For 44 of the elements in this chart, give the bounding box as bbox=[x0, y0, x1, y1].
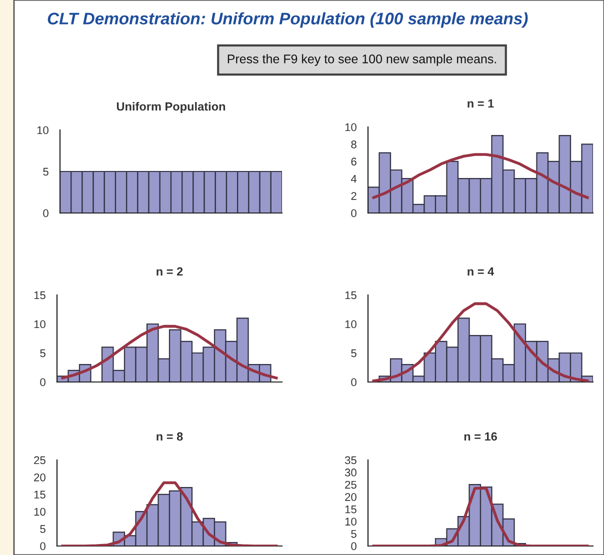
y-tick-label: 15 bbox=[34, 490, 46, 499]
y-tick-label: 25 bbox=[345, 480, 356, 489]
chart-title: n = 8 bbox=[156, 432, 183, 441]
y-tick-label: 10 bbox=[345, 320, 356, 328]
y-tick-label: 10 bbox=[37, 126, 48, 134]
y-tick-label: 35 bbox=[344, 456, 356, 464]
y-tick-label: 0 bbox=[40, 378, 46, 386]
y-tick-label: 10 bbox=[345, 518, 356, 526]
chart-title: n = 4 bbox=[468, 267, 494, 276]
line-series bbox=[61, 324, 278, 380]
y-tick-label: 0 bbox=[351, 209, 356, 218]
y-tick-label: 10 bbox=[34, 508, 46, 516]
y-tick-label: 5 bbox=[351, 530, 356, 538]
y-tick-label: 25 bbox=[34, 456, 46, 464]
y-tick-label: 0 bbox=[351, 542, 356, 550]
y-tick-label: 20 bbox=[345, 493, 356, 501]
y-tick-label: 15 bbox=[345, 291, 356, 300]
chart-title: Uniform Population bbox=[116, 102, 226, 114]
y-tick-label: 10 bbox=[345, 123, 356, 132]
y-tick-label: 5 bbox=[43, 168, 48, 176]
y-tick-label: 8 bbox=[351, 140, 356, 148]
line-series bbox=[61, 481, 278, 546]
chart-title: n = 1 bbox=[468, 99, 494, 108]
line-series bbox=[372, 486, 589, 546]
y-tick-label: 0 bbox=[43, 209, 48, 218]
y-tick-label: 15 bbox=[34, 291, 46, 300]
y-tick-label: 0 bbox=[351, 378, 356, 386]
y-tick-label: 10 bbox=[34, 320, 46, 328]
y-tick-label: 4 bbox=[350, 174, 357, 183]
line-series bbox=[372, 302, 589, 382]
y-tick-label: 5 bbox=[40, 525, 46, 533]
y-tick-label: 6 bbox=[351, 158, 356, 166]
y-tick-label: 15 bbox=[345, 506, 356, 514]
y-tick-label: 5 bbox=[351, 349, 356, 358]
y-tick-label: 20 bbox=[34, 473, 46, 482]
y-tick-label: 5 bbox=[40, 349, 46, 358]
text: CLT Demonstration: Uniform Population (100 sample means) bbox=[48, 12, 528, 28]
text: Press the F9 key to see 100 new sample means. bbox=[228, 54, 496, 66]
y-tick-label: 30 bbox=[344, 468, 356, 476]
y-tick-label: 0 bbox=[40, 542, 46, 550]
chart-title: n = 16 bbox=[464, 432, 497, 441]
chart-title: n = 2 bbox=[156, 267, 183, 276]
y-tick-label: 2 bbox=[351, 192, 356, 200]
line-series bbox=[372, 153, 589, 199]
